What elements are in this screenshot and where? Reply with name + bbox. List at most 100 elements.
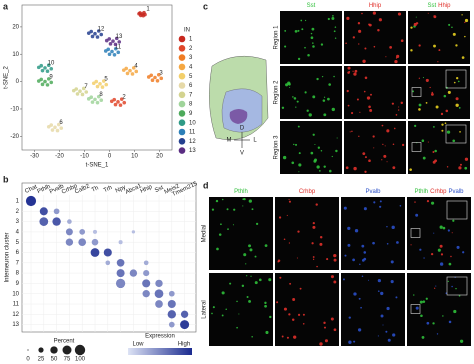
cell-signal [264,301,267,305]
expression-dot [91,238,99,246]
cell-signal [378,18,382,22]
row-label: Region 2 [274,80,280,105]
cell-signal [464,166,468,170]
expression-dot [52,217,61,226]
header-word: Pvalb [365,189,381,195]
cell-signal [215,199,219,203]
legend-swatch [178,72,186,80]
cell-signal [251,208,254,211]
cell-signal [462,251,465,254]
cell-signal [461,56,465,59]
cell-signal [225,308,227,311]
cell-signal [285,83,289,87]
column-header: Sst Hhip [427,3,451,9]
cell-signal [447,90,451,94]
expression-dot [168,321,175,328]
cell-point [119,97,124,101]
micrograph [341,197,405,270]
inset-box [411,142,422,152]
legend-title: IN [184,28,190,34]
expression-dot [90,248,100,257]
expression-dot [142,279,151,288]
cell-signal [423,257,425,259]
cell-point [155,78,160,83]
cell-point [96,94,101,99]
cell-signal [354,69,358,73]
cell-signal [345,166,349,170]
cell-signal [221,198,224,201]
expression-dot [131,230,136,234]
legend-label: 4 [189,64,193,70]
legend-label: 5 [189,74,193,80]
cell-signal [345,42,347,45]
cell-signal [248,199,252,203]
y-tick-label: 4 [16,229,20,235]
cell-point [56,122,61,127]
cell-signal [324,339,328,343]
cell-signal [386,129,390,133]
cell-signal [317,146,320,149]
micrograph [344,66,406,119]
cell-signal [373,147,375,149]
legend-label: 6 [189,83,193,89]
cell-signal [456,76,459,80]
cell-signal [377,28,380,32]
cell-signal [443,94,447,98]
inset-box [446,276,468,296]
cell-signal [236,326,238,329]
cell-signal [297,57,301,61]
cell-signal [361,244,365,248]
cell-signal [254,281,258,285]
micrograph [408,66,470,119]
cell-signal [439,225,443,229]
cell-signal [451,285,453,288]
cell-signal [354,229,359,233]
cell-point [121,68,126,72]
cell-signal [350,111,354,115]
cell-signal [283,307,287,311]
cell-signal [351,130,353,133]
x-tick-label: 10 [131,154,138,160]
cell-point [156,72,161,77]
cell-signal [316,265,318,268]
x-tick-label: 0 [108,154,112,160]
cell-signal [368,23,371,26]
cell-signal [316,165,320,169]
cell-signal [221,291,225,295]
cell-signal [264,244,268,247]
cell-signal [310,36,314,40]
cell-signal [357,328,362,332]
legend-label: 10 [189,120,196,126]
cell-signal [381,159,383,161]
y-tick-label: 6 [16,250,20,256]
cell-point [43,66,47,70]
cell-point [118,103,123,107]
legend-swatch [178,100,186,108]
cell-signal [382,143,384,146]
size-legend-label: 50 [51,357,58,363]
y-tick-label: 8 [16,271,20,277]
cell-signal [352,70,354,72]
cell-signal [455,103,459,107]
cell-signal [288,200,291,203]
panel-label: c [203,1,208,11]
cell-signal [446,166,449,168]
brain-schematic [209,55,269,148]
cell-signal [353,166,357,171]
size-legend-label: 100 [75,357,86,363]
cell-signal [251,335,253,338]
cell-signal [464,18,469,23]
size-legend-dot [27,349,29,351]
y-tick-label: 9 [16,281,20,287]
cell-signal [437,61,439,63]
cell-signal [364,47,367,50]
cluster-label: 9 [49,74,53,80]
cell-signal [412,90,415,93]
row-label: Lateral [202,300,208,318]
cell-signal [363,251,367,254]
cell-signal [328,83,331,86]
expression-dot [180,310,189,318]
y-tick-label: 10 [12,52,19,58]
cell-point [112,52,117,57]
